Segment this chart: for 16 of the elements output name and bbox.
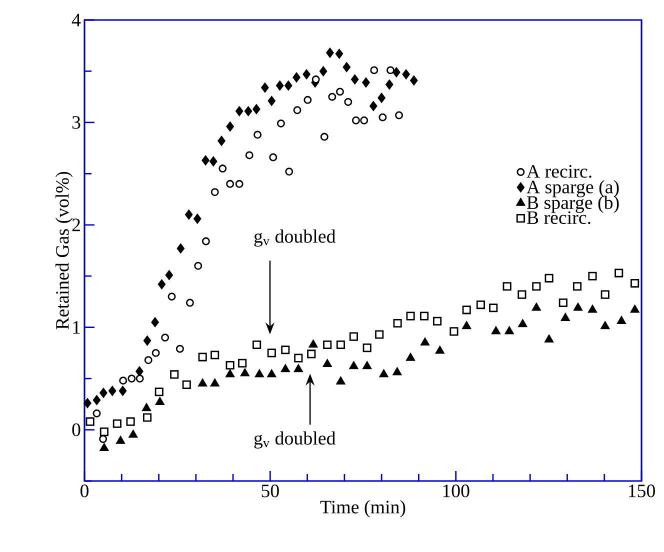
x-axis-title: Time (min)	[320, 500, 406, 518]
x-tick-label: 100	[443, 484, 470, 498]
y-tick-label: 4	[72, 14, 81, 26]
legend-label: A sparge (a)	[526, 180, 619, 198]
annotation: g$_{v}$ doubled	[254, 229, 336, 247]
annotation: g$_{v}$ doubled	[254, 431, 336, 449]
y-tick-label: 1	[73, 321, 80, 334]
x-tick-label: 150	[628, 484, 655, 498]
y-axis-title: Retained Gas (vol%)	[55, 172, 73, 330]
x-tick-label: 50	[262, 484, 279, 498]
x-tick-label: 0	[80, 484, 89, 498]
legend-label: B recirc.	[526, 211, 590, 224]
y-tick-label: 3	[72, 116, 80, 129]
y-tick-label: 0	[72, 423, 80, 436]
legend-label: A recirc.	[526, 165, 592, 178]
y-tick-label: 2	[72, 218, 80, 232]
